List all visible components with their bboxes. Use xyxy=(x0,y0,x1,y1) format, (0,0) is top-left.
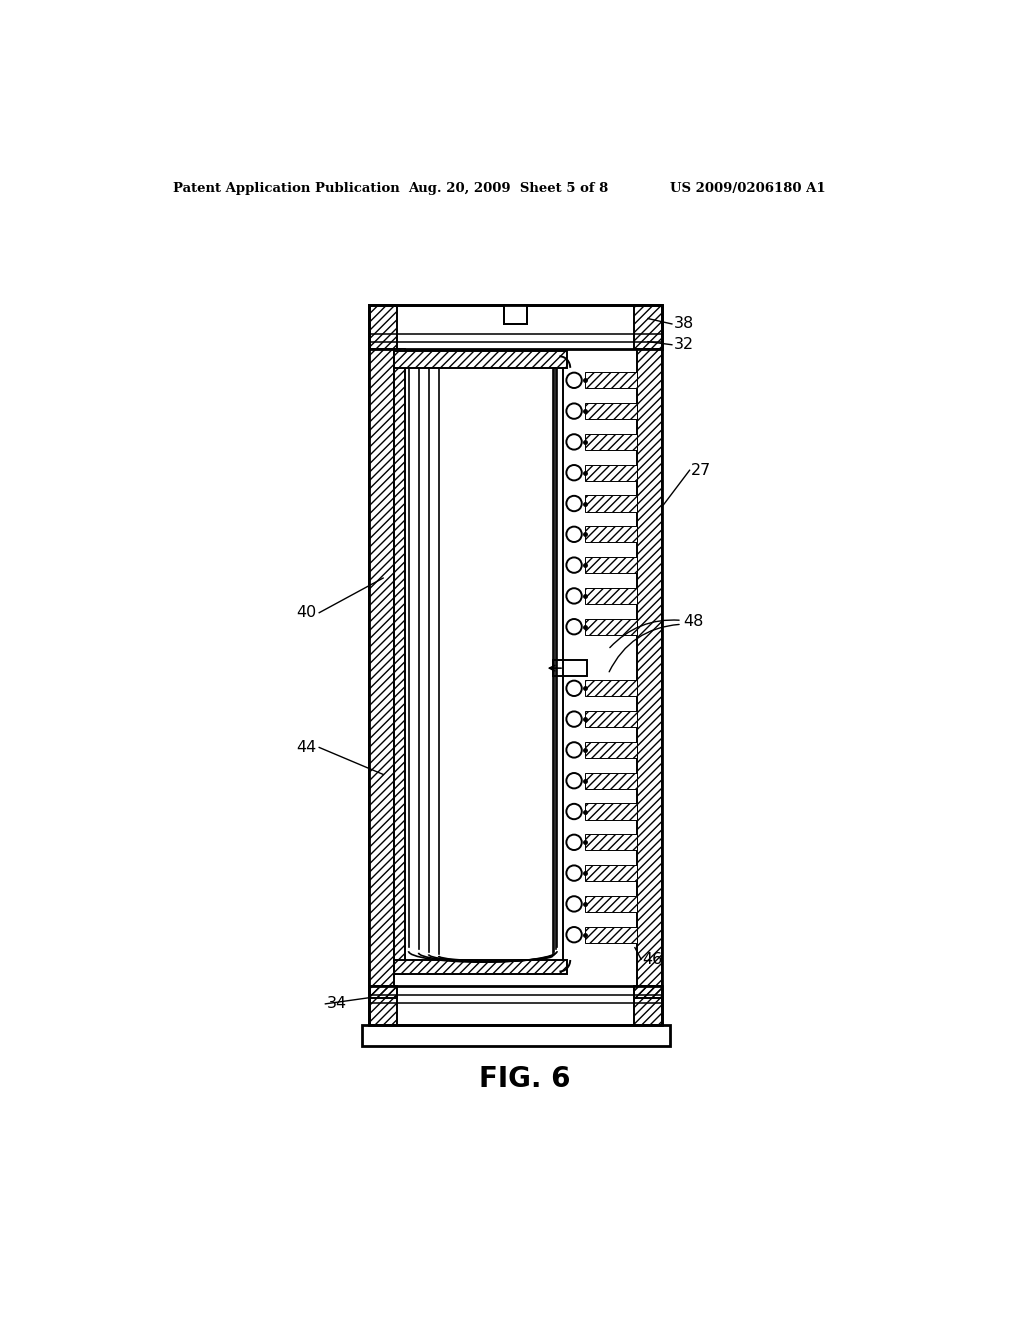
Bar xyxy=(634,305,662,350)
Bar xyxy=(585,372,637,388)
Text: 32: 32 xyxy=(674,337,693,352)
Bar xyxy=(585,927,637,942)
Bar xyxy=(634,986,662,998)
Bar xyxy=(553,660,587,676)
Bar xyxy=(585,587,637,605)
Bar xyxy=(585,680,637,697)
Text: FIG. 6: FIG. 6 xyxy=(479,1064,570,1093)
Bar xyxy=(370,305,662,1024)
Text: 44: 44 xyxy=(296,741,316,755)
Bar xyxy=(370,305,397,350)
Bar xyxy=(585,772,637,789)
Bar xyxy=(370,986,397,1024)
Bar xyxy=(585,465,637,480)
Bar xyxy=(504,305,527,323)
Bar xyxy=(370,986,662,1024)
Bar xyxy=(370,986,397,998)
Bar xyxy=(637,350,662,986)
Bar xyxy=(585,619,637,635)
Bar xyxy=(585,495,637,512)
Bar xyxy=(394,350,404,974)
Text: Patent Application Publication: Patent Application Publication xyxy=(173,182,399,194)
Bar xyxy=(370,305,662,350)
Bar xyxy=(585,742,637,758)
Bar xyxy=(637,350,662,986)
Text: 46: 46 xyxy=(643,952,663,966)
Bar xyxy=(361,1024,670,1047)
Text: 27: 27 xyxy=(691,463,712,478)
Bar xyxy=(634,986,662,998)
Bar xyxy=(585,865,637,882)
Bar xyxy=(585,804,637,820)
Bar xyxy=(370,986,397,998)
Bar xyxy=(585,434,637,450)
Bar xyxy=(394,351,567,368)
Text: Aug. 20, 2009  Sheet 5 of 8: Aug. 20, 2009 Sheet 5 of 8 xyxy=(408,182,608,194)
Bar xyxy=(585,896,637,912)
Bar xyxy=(634,305,662,350)
Bar xyxy=(370,986,397,1024)
Text: 40: 40 xyxy=(296,605,316,620)
Bar xyxy=(585,557,637,573)
Bar xyxy=(394,350,404,974)
Bar xyxy=(370,350,394,986)
Bar xyxy=(370,305,397,350)
Bar xyxy=(634,986,662,1024)
Bar xyxy=(394,351,567,368)
Bar xyxy=(634,986,662,1024)
Bar xyxy=(394,960,567,974)
Bar xyxy=(394,960,567,974)
Text: US 2009/0206180 A1: US 2009/0206180 A1 xyxy=(670,182,825,194)
Bar xyxy=(585,527,637,543)
Bar xyxy=(585,711,637,727)
Text: 48: 48 xyxy=(683,614,703,630)
Bar xyxy=(370,350,394,986)
Text: 34: 34 xyxy=(327,997,347,1011)
Bar xyxy=(585,403,637,420)
Text: 38: 38 xyxy=(674,317,693,331)
Bar xyxy=(585,834,637,850)
